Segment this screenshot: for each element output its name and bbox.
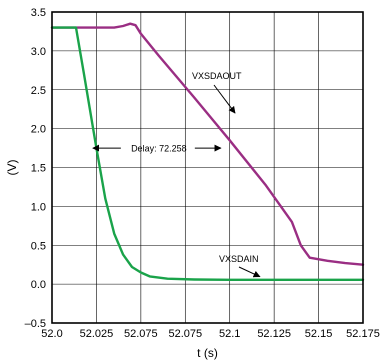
y-tick-label: 1.0: [31, 201, 46, 213]
x-tick-label: 52.025: [80, 328, 114, 340]
plot-frame: [51, 11, 364, 324]
series-line-vxsdaout: [50, 22, 365, 266]
delay-annotation: Delay: 72.258: [131, 144, 187, 154]
vxsdain-annotation: VXSDAIN: [219, 254, 259, 264]
tick-labels: 52.0 52.025 52.075 52.075 52.1 52.125 52.15 52.…: [25, 7, 380, 340]
x-tick-label: 52.175: [346, 328, 380, 340]
x-tick-label: 52.125: [257, 328, 291, 340]
x-tick-label: 52.075: [124, 328, 158, 340]
y-axis-label: (V): [5, 160, 19, 176]
y-tick-label: 2.5: [31, 85, 46, 97]
x-tick-label: 52.15: [305, 328, 333, 340]
x-tick-label: 52.0: [41, 328, 62, 340]
series-lines: [50, 22, 365, 281]
y-tick-label: –0.5: [25, 318, 46, 330]
y-tick-label: 3.0: [31, 46, 46, 58]
series-line-vxsdain: [50, 26, 365, 281]
y-tick-label: 0.0: [31, 279, 46, 291]
vxsdain-annotation-arrow: [238, 266, 261, 278]
x-axis-label: t (s): [197, 346, 218, 360]
y-tick-label: 0.5: [31, 240, 46, 252]
y-tick-label: 3.5: [31, 7, 46, 19]
y-tick-label: 1.5: [31, 163, 46, 175]
vxsdaout-annotation-arrow: [213, 84, 236, 114]
x-tick-label: 52.1: [219, 328, 240, 340]
annotations: VXSDAOUT VXSDAIN Delay: 72.258: [92, 71, 261, 278]
y-tick-label: 2.0: [31, 124, 46, 136]
x-tick-label: 52.075: [168, 328, 202, 340]
vxsdaout-annotation: VXSDAOUT: [192, 71, 242, 81]
